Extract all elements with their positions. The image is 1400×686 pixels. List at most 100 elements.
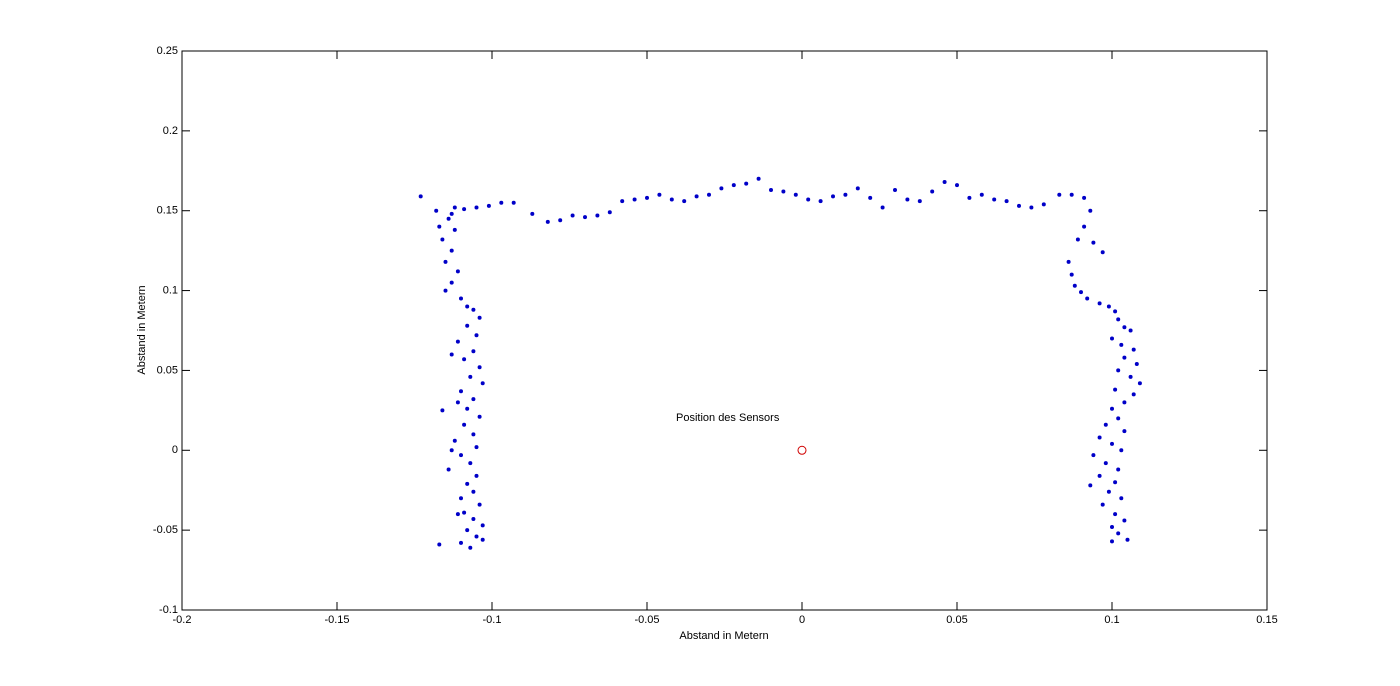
scatter-point <box>1097 473 1102 478</box>
scatter-point <box>1122 400 1127 405</box>
scatter-point <box>1119 496 1124 501</box>
scatter-point <box>1103 422 1108 427</box>
scatter-point <box>449 352 454 357</box>
scatter-point <box>1088 483 1093 488</box>
scatter-point <box>1116 531 1121 536</box>
scatter-point <box>480 381 485 386</box>
scatter-point <box>570 213 575 218</box>
scatter-point <box>437 542 442 547</box>
scatter-point <box>595 213 600 218</box>
scatter-point <box>446 467 451 472</box>
scatter-point <box>992 197 997 202</box>
scatter-point <box>1116 317 1121 322</box>
scatter-point <box>1110 539 1114 544</box>
scatter-point <box>1128 328 1133 333</box>
scatter-point <box>843 192 848 197</box>
annotation: Position des Sensors <box>676 412 780 424</box>
scatter-point <box>707 192 711 197</box>
scatter-point <box>1119 342 1124 347</box>
scatter-point <box>459 453 463 458</box>
x-tick-label: 0.15 <box>1256 614 1277 626</box>
scatter-point <box>440 408 445 413</box>
scatter-point <box>471 489 476 494</box>
scatter-point <box>471 349 476 354</box>
scatter-point <box>880 205 885 210</box>
y-tick-label: 0.15 <box>157 205 178 217</box>
scatter-point <box>468 545 473 550</box>
scatter-point <box>449 280 454 285</box>
scatter-point <box>955 183 959 188</box>
scatter-point <box>583 215 587 220</box>
x-tick-label: -0.05 <box>634 614 659 626</box>
scatter-point <box>446 216 451 221</box>
scatter-point <box>1110 441 1114 446</box>
scatter-point <box>449 448 454 453</box>
scatter-point <box>1100 250 1105 255</box>
x-tick-label: -0.15 <box>324 614 349 626</box>
scatter-point <box>917 199 922 204</box>
scatter-point <box>1116 368 1121 373</box>
scatter-point <box>793 192 798 197</box>
scatter-point <box>477 365 482 370</box>
scatter-point <box>1116 467 1121 472</box>
scatter-point <box>1116 416 1121 421</box>
scatter-point <box>480 523 485 528</box>
scatter-point <box>462 357 467 362</box>
scatter-point <box>756 176 761 181</box>
scatter-point <box>1091 240 1096 245</box>
scatter-point <box>744 181 749 186</box>
scatter-point <box>449 211 454 216</box>
y-tick-label: 0.05 <box>157 364 178 376</box>
scatter-point <box>1072 283 1077 288</box>
scatter-point <box>682 199 687 204</box>
scatter-point <box>1091 453 1096 458</box>
scatter-point <box>1113 309 1118 314</box>
scatter-point <box>477 414 482 419</box>
scatter-point <box>471 397 476 402</box>
scatter-point <box>1122 325 1127 330</box>
scatter-point <box>462 207 467 212</box>
scatter-point <box>1122 429 1127 434</box>
scatter-point <box>620 199 625 204</box>
scatter-point <box>465 304 470 309</box>
scatter-point <box>452 227 457 232</box>
scatter-point <box>474 473 479 478</box>
scatter-point <box>474 205 479 210</box>
y-tick-label: 0.1 <box>163 284 178 296</box>
scatter-point <box>1066 259 1071 264</box>
scatter-point <box>468 374 473 379</box>
scatter-point <box>471 516 476 521</box>
scatter-point <box>669 197 674 202</box>
scatter-point <box>855 186 860 191</box>
scatter-point <box>465 323 470 328</box>
scatter-point <box>1106 489 1111 494</box>
x-tick-label: 0.1 <box>1104 614 1119 626</box>
scatter-point <box>1113 512 1118 517</box>
scatter-point <box>443 288 448 293</box>
scatter-point <box>471 307 476 312</box>
scatter-point <box>1100 502 1105 507</box>
scatter-point <box>459 296 463 301</box>
scatter-point <box>1131 347 1136 352</box>
scatter-point <box>465 528 470 533</box>
scatter-point <box>719 186 724 191</box>
scatter-point <box>1122 518 1127 523</box>
scatter-point <box>868 195 873 200</box>
scatter-point <box>499 200 504 205</box>
scatter-point <box>474 333 479 338</box>
scatter-point <box>1069 192 1074 197</box>
scatter-point <box>459 389 463 394</box>
scatter-point <box>893 187 897 192</box>
scatter-point <box>607 210 612 215</box>
scatter-point <box>1128 374 1133 379</box>
scatter-point <box>1088 208 1093 213</box>
scatter-point <box>443 259 448 264</box>
scatter-point <box>657 192 662 197</box>
sensor-marker <box>797 445 807 455</box>
scatter-point <box>455 512 460 517</box>
scatter-point <box>1113 480 1118 485</box>
scatter-point <box>455 339 460 344</box>
scatter-point <box>1106 304 1111 309</box>
x-tick-label: 0.05 <box>946 614 967 626</box>
scatter-point <box>1122 355 1127 360</box>
